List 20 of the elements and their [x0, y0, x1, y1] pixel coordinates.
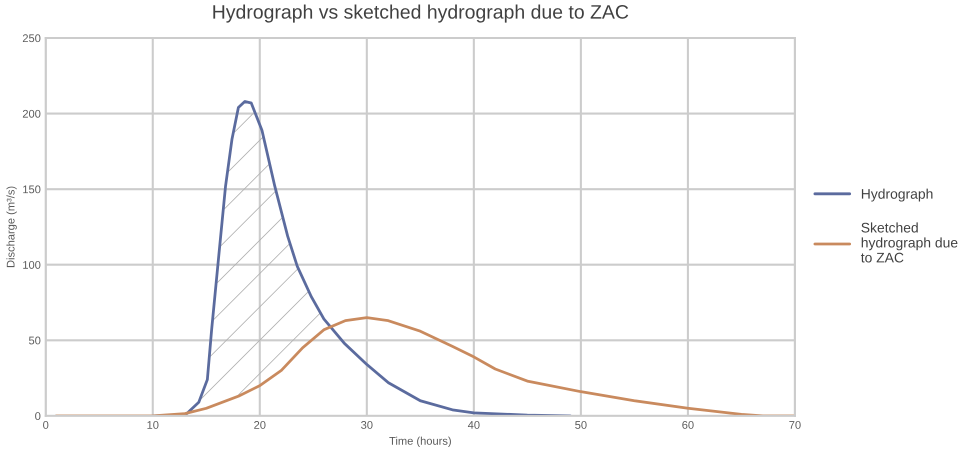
y-axis-title: Discharge (m³/s)	[6, 186, 17, 268]
x-tick-label: 10	[147, 421, 159, 429]
x-tick-label: 40	[468, 421, 480, 429]
x-tick-label: 50	[575, 421, 587, 429]
x-tick-label: 70	[789, 421, 801, 429]
x-tick-label: 20	[254, 421, 266, 429]
x-tick-label: 0	[43, 421, 48, 429]
y-tick-label: 100	[23, 260, 40, 269]
y-tick-label: 150	[23, 185, 40, 194]
line-series	[55, 316, 795, 416]
legend-label: Hydrograph	[862, 188, 932, 202]
y-tick-label: 50	[28, 336, 40, 344]
y-tick-label: 200	[22, 110, 40, 118]
y-tick-label: 0	[35, 412, 40, 420]
y-tick-label: 250	[22, 34, 40, 42]
chart-title: Hydrograph vs sketched hydrograph due to ZAC	[213, 4, 628, 23]
legend-label: Sketched hydrograph due to ZAC	[860, 222, 958, 263]
x-axis-title: Time (hours)	[389, 436, 451, 447]
x-tick-label: 30	[361, 421, 373, 429]
x-tick-label: 60	[682, 421, 694, 429]
